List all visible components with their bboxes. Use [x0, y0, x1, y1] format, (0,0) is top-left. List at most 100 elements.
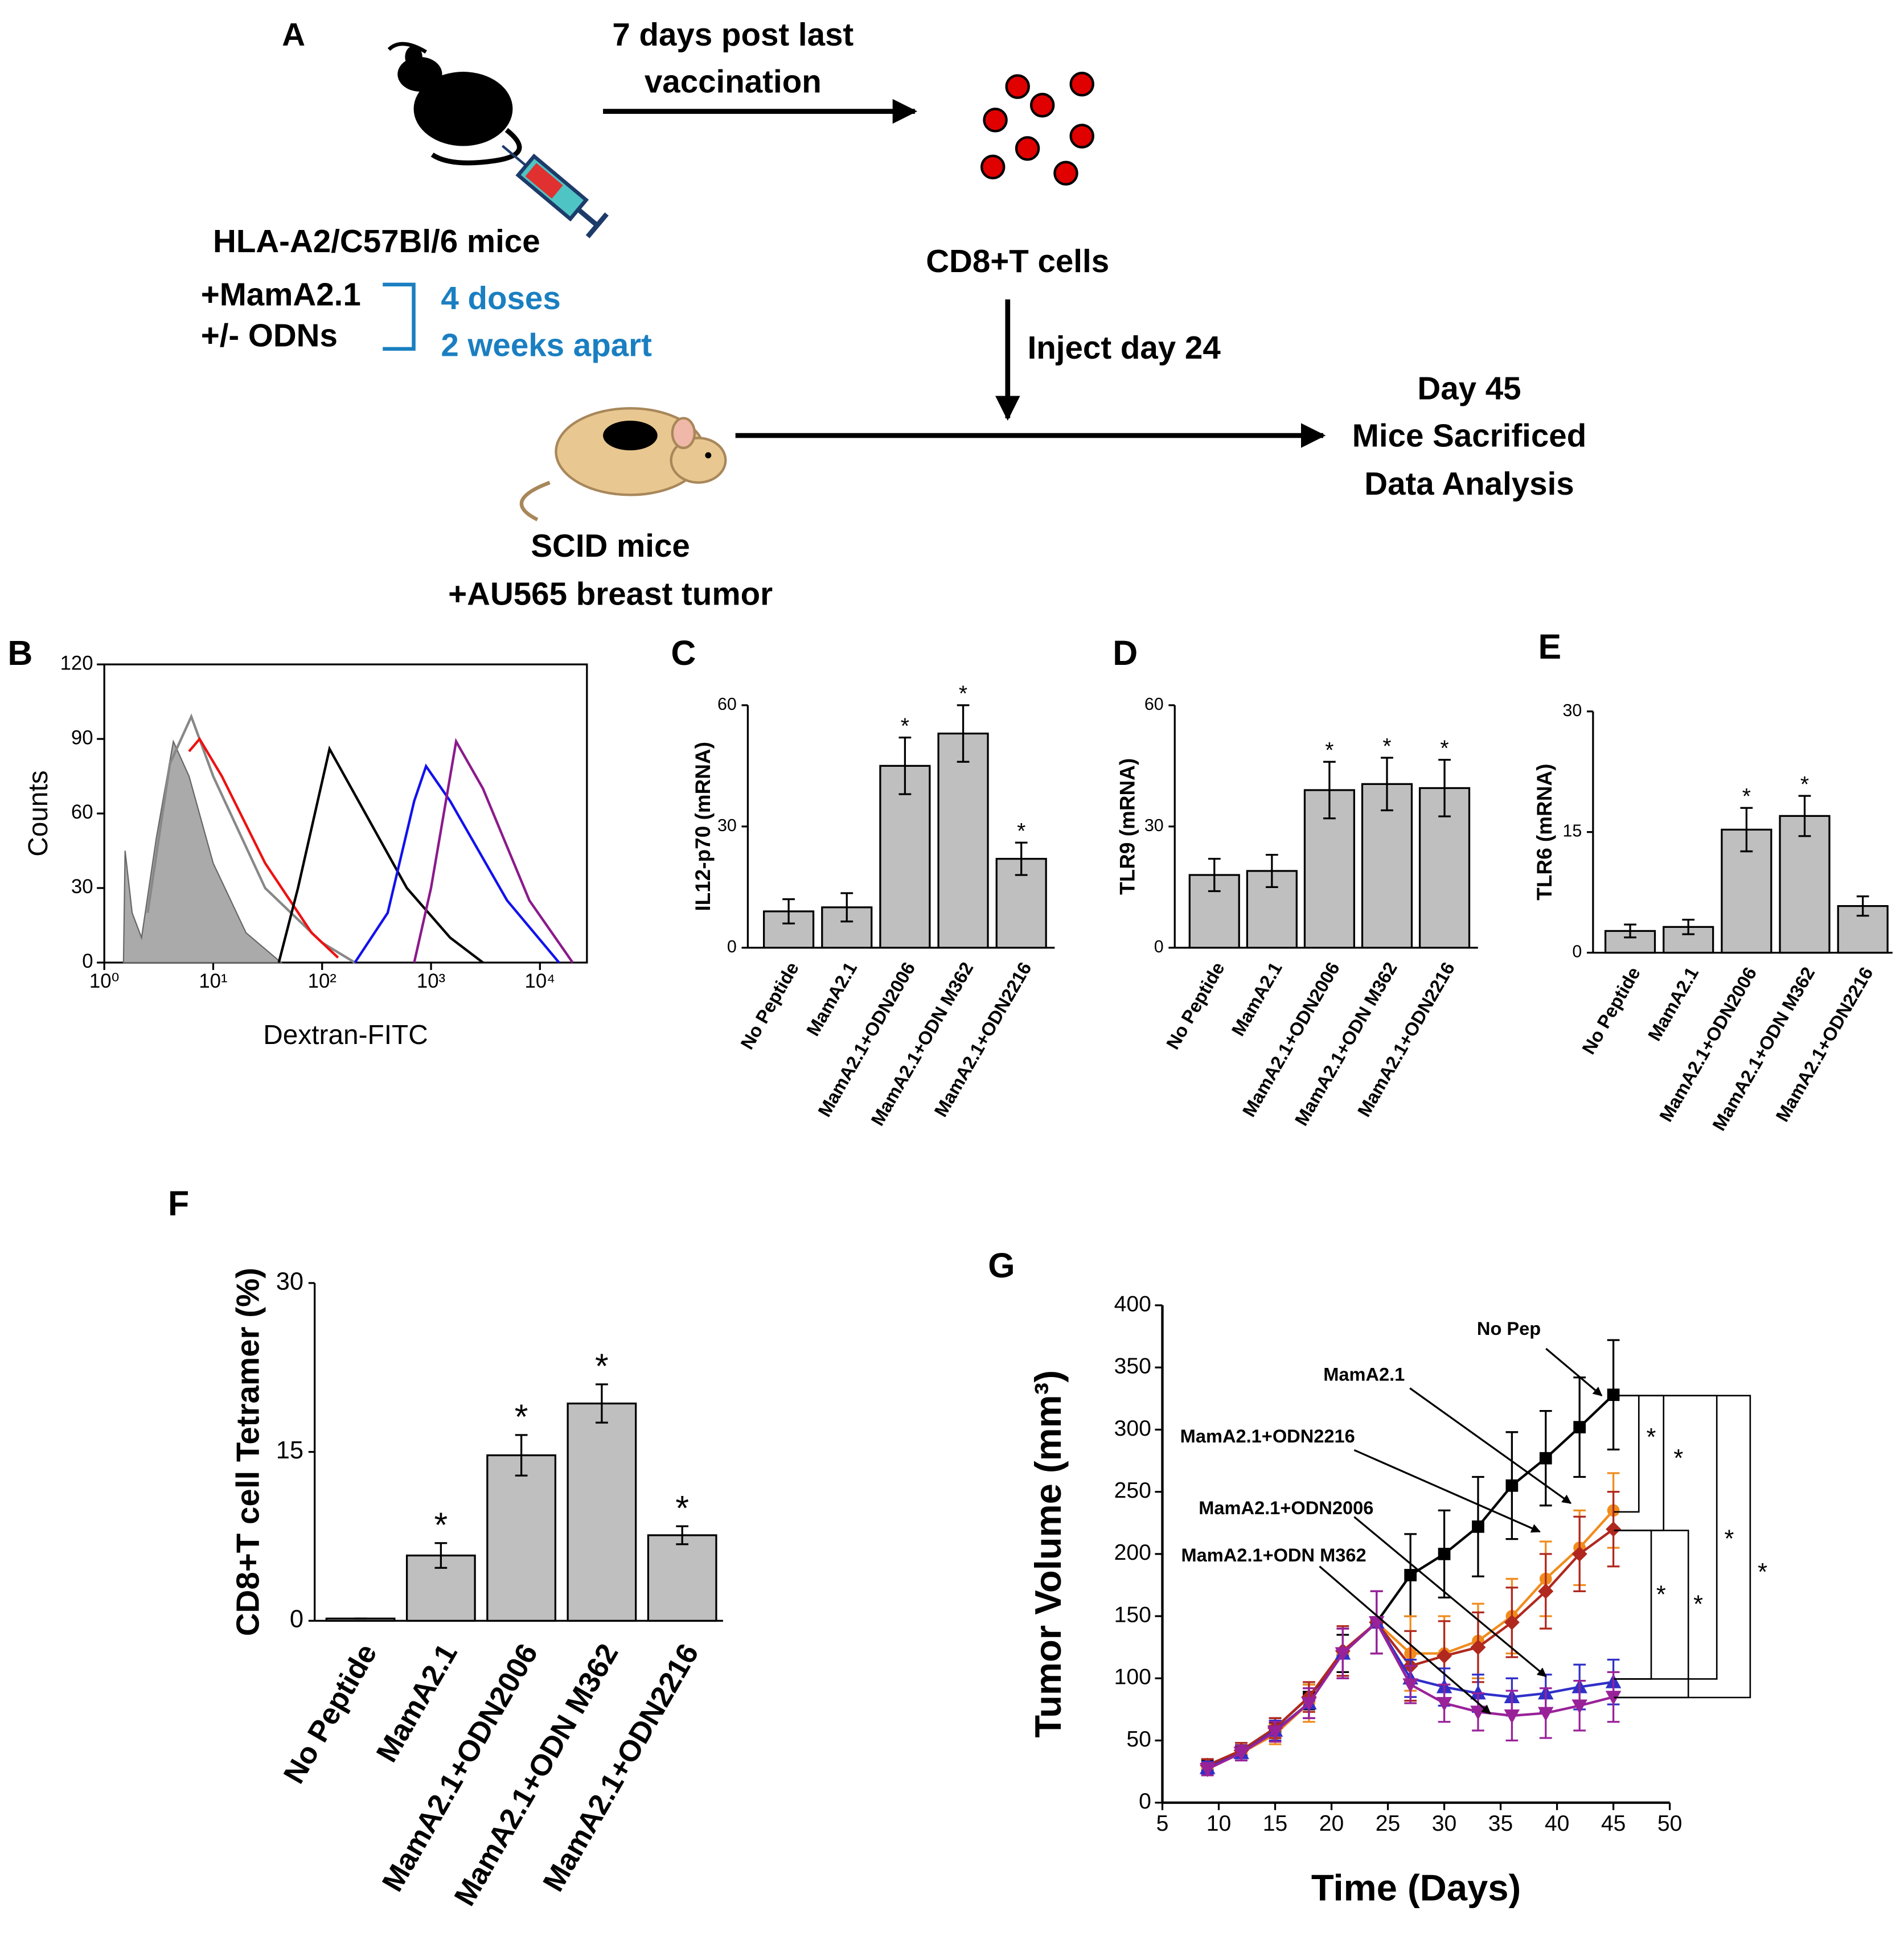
- significance: *: [1742, 784, 1751, 809]
- point: [1470, 1639, 1486, 1655]
- x-tick-label: 15: [1263, 1811, 1288, 1836]
- significance: *: [595, 1347, 609, 1386]
- bar: [647, 1534, 717, 1622]
- significance: *: [675, 1489, 689, 1527]
- legend-label: MamA2.1+ODN2216: [1180, 1425, 1355, 1446]
- x-tick-label: 45: [1601, 1811, 1626, 1836]
- y-tick-label: 350: [1114, 1354, 1151, 1379]
- panel-label: D: [1113, 634, 1138, 672]
- arrow-label: 7 days post last: [612, 17, 853, 52]
- y-tick-label: 30: [71, 876, 93, 898]
- point: [1607, 1388, 1620, 1401]
- y-tick-label: 300: [1114, 1416, 1151, 1441]
- y-tick-label: 15: [1562, 821, 1582, 841]
- point: [1437, 1648, 1452, 1664]
- x-tick-label: 5: [1156, 1811, 1169, 1836]
- point: [1538, 1583, 1554, 1599]
- significance: *: [901, 714, 909, 738]
- arrow-label: Inject day 24: [1028, 330, 1221, 365]
- area: [122, 739, 283, 964]
- panel-label: C: [671, 634, 696, 672]
- x-axis-label: Dextran-FITC: [263, 1020, 428, 1050]
- line: [354, 763, 560, 964]
- significance: *: [515, 1398, 528, 1436]
- recipient: SCID mice: [531, 528, 690, 564]
- legend-pointer: [1409, 1387, 1572, 1505]
- point: [1472, 1520, 1484, 1533]
- x-axis-label: Time (Days): [1311, 1867, 1521, 1908]
- point: [1436, 1697, 1452, 1712]
- x-tick-label: 10⁰: [89, 971, 120, 992]
- significance: *: [1017, 819, 1025, 844]
- bar: [879, 765, 931, 949]
- panel-label: F: [168, 1184, 189, 1223]
- bar: [567, 1402, 637, 1622]
- significance: *: [1647, 1424, 1656, 1451]
- x-tick-label: 10²: [308, 971, 337, 992]
- panel-label: A: [282, 17, 305, 52]
- y-axis-label: CD8+T cell Tetramer (%): [230, 1268, 266, 1636]
- line: [188, 737, 339, 959]
- significance: *: [1656, 1581, 1666, 1608]
- line: [277, 745, 484, 964]
- point: [1233, 1746, 1249, 1761]
- bar: [486, 1454, 557, 1622]
- point: [1438, 1548, 1451, 1560]
- y-tick-label: 30: [1144, 816, 1164, 835]
- significance: *: [434, 1505, 448, 1544]
- point: [1571, 1546, 1587, 1562]
- legend-pointer: [1319, 1565, 1491, 1715]
- y-tick-label: 30: [276, 1268, 303, 1295]
- legend-pointer: [1353, 1516, 1547, 1678]
- y-axis-label: Counts: [23, 770, 54, 856]
- bar: [1361, 783, 1413, 949]
- point: [1368, 1616, 1385, 1631]
- y-tick-label: 0: [290, 1606, 303, 1633]
- endpoint: Mice Sacrificed: [1352, 417, 1586, 453]
- arrow-label: vaccination: [645, 64, 822, 100]
- legend-label: No Pep: [1477, 1318, 1541, 1339]
- endpoint: Data Analysis: [1364, 466, 1574, 502]
- recipient: +AU565 breast tumor: [448, 576, 773, 612]
- x-tick-label: 30: [1432, 1811, 1457, 1836]
- y-axis-label: Tumor Volume (mm³): [1027, 1370, 1069, 1738]
- y-tick-label: 15: [276, 1437, 303, 1464]
- y-axis-label: IL12-p70 (mRNA): [691, 742, 715, 911]
- panel-label: E: [1538, 627, 1561, 666]
- y-tick-label: 30: [1562, 701, 1582, 720]
- x-tick-label: 10¹: [199, 971, 227, 992]
- point: [1335, 1647, 1351, 1662]
- legend-label: MamA2.1+ODN M362: [1181, 1544, 1367, 1565]
- donor-title: HLA-A2/C57Bl/6 mice: [213, 223, 540, 259]
- y-tick-label: 90: [71, 727, 93, 749]
- recipient-mouse-icon: [519, 407, 727, 521]
- y-tick-label: 60: [717, 694, 737, 714]
- y-axis-label: TLR6 (mRNA): [1533, 764, 1556, 901]
- legend-pointer: [1353, 1449, 1541, 1533]
- bar: [937, 732, 989, 949]
- legend-label: MamA2.1+ODN2006: [1199, 1497, 1373, 1518]
- point: [1537, 1707, 1554, 1721]
- significance: *: [1325, 738, 1333, 763]
- significance: *: [1673, 1445, 1683, 1472]
- panel-label: G: [988, 1246, 1015, 1285]
- endpoint: Day 45: [1417, 371, 1521, 406]
- y-tick-label: 0: [82, 951, 93, 972]
- significance: *: [1724, 1525, 1734, 1552]
- x-tick-label: 25: [1376, 1811, 1401, 1836]
- y-tick-label: 0: [1154, 937, 1164, 956]
- schedule: 4 doses: [441, 280, 560, 316]
- x-tick-label: 50: [1657, 1811, 1683, 1836]
- significance: *: [1440, 736, 1448, 761]
- point: [1573, 1421, 1586, 1433]
- x-tick-label: 35: [1488, 1811, 1513, 1836]
- legend-label: MamA2.1: [1323, 1364, 1405, 1385]
- y-tick-label: 60: [71, 802, 93, 823]
- y-tick-label: 100: [1114, 1665, 1151, 1690]
- schedule: 2 weeks apart: [441, 327, 652, 363]
- x-tick-label: 10³: [417, 971, 445, 992]
- significance: *: [1800, 772, 1809, 797]
- x-tick-label: 10: [1207, 1811, 1232, 1836]
- y-tick-label: 60: [1144, 694, 1164, 714]
